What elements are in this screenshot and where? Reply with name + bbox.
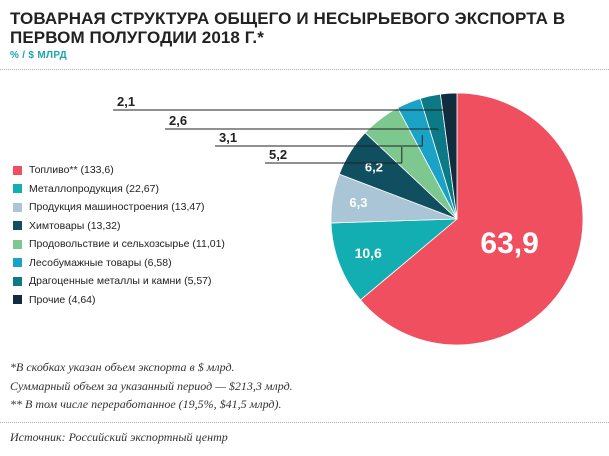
legend-label: Металлопродукция (22,67) (29, 182, 159, 195)
legend-label: Драгоценные металлы и камни (5,57) (29, 275, 212, 288)
legend-label: Продукция машиностроения (13,47) (29, 201, 205, 214)
slice-value-label: 10,6 (355, 245, 382, 261)
slice-value-label: 6,3 (349, 195, 367, 210)
legend-item: Продовольствие и сельхозсырье (11,01) (13, 235, 225, 254)
pie-slice (330, 218, 459, 301)
top-divider (0, 69, 609, 70)
slice-value-label: 5,2 (269, 147, 287, 162)
legend-swatch (13, 184, 22, 194)
legend-item: Химтовары (13,32) (13, 217, 225, 236)
legend-item: Лесобумажные товары (6,58) (13, 254, 225, 273)
legend-item: Металлопродукция (22,67) (13, 180, 225, 199)
slice-value-label: 6,2 (365, 160, 383, 175)
footnote-3: ** В том числе переработанное (19,5%, $4… (10, 397, 282, 411)
pie-slice (439, 92, 458, 220)
slice-value-label: 2,1 (117, 94, 135, 109)
slice-value-label: 3,1 (219, 130, 237, 145)
slice-value-label: 63,9 (480, 227, 538, 260)
legend-label: Продовольствие и сельхозсырье (11,01) (29, 238, 225, 251)
chart-title: ТОВАРНАЯ СТРУКТУРА ОБЩЕГО И НЕСЫРЬЕВОГО … (10, 9, 566, 47)
legend-swatch (13, 221, 22, 231)
legend-label: Прочие (4,64) (29, 293, 96, 306)
footnote-2: Суммарный объем за указанный период — $2… (10, 378, 293, 393)
legend-item: Прочие (4,64) (13, 291, 225, 310)
legend-swatch (13, 202, 22, 212)
legend-swatch (13, 295, 22, 305)
source-note: Источник: Российский экспортный центр (10, 430, 228, 444)
callout: 3,1 (215, 130, 423, 147)
legend-swatch (13, 276, 22, 286)
callout: 2,1 (113, 94, 452, 129)
legend-label: Лесобумажные товары (6,58) (29, 256, 172, 269)
callout: 5,2 (265, 147, 403, 164)
callout: 2,6 (165, 113, 439, 131)
legend-item: Драгоценные металлы и камни (5,57) (13, 272, 225, 291)
legend-item: Топливо** (133,6) (13, 161, 225, 180)
slice-value-label: 2,6 (169, 113, 187, 128)
legend-swatch (13, 258, 22, 268)
bottom-divider (0, 422, 609, 423)
footnote-1: *В скобках указан объем экспорта в $ млр… (10, 360, 235, 374)
legend-label: Химтовары (13,32) (29, 219, 121, 232)
legend-swatch (13, 165, 22, 175)
chart-legend: Топливо** (133,6) Металлопродукция (22,67… (13, 161, 225, 309)
legend-label: Топливо** (133,6) (29, 164, 114, 177)
legend-item: Продукция машиностроения (13,47) (13, 198, 225, 217)
footnotes: *В скобках указан объем экспорта в $ млр… (10, 358, 293, 414)
chart-subtitle: % / $ МЛРД (10, 50, 68, 61)
pie-slice (359, 92, 584, 346)
legend-swatch (13, 239, 22, 249)
